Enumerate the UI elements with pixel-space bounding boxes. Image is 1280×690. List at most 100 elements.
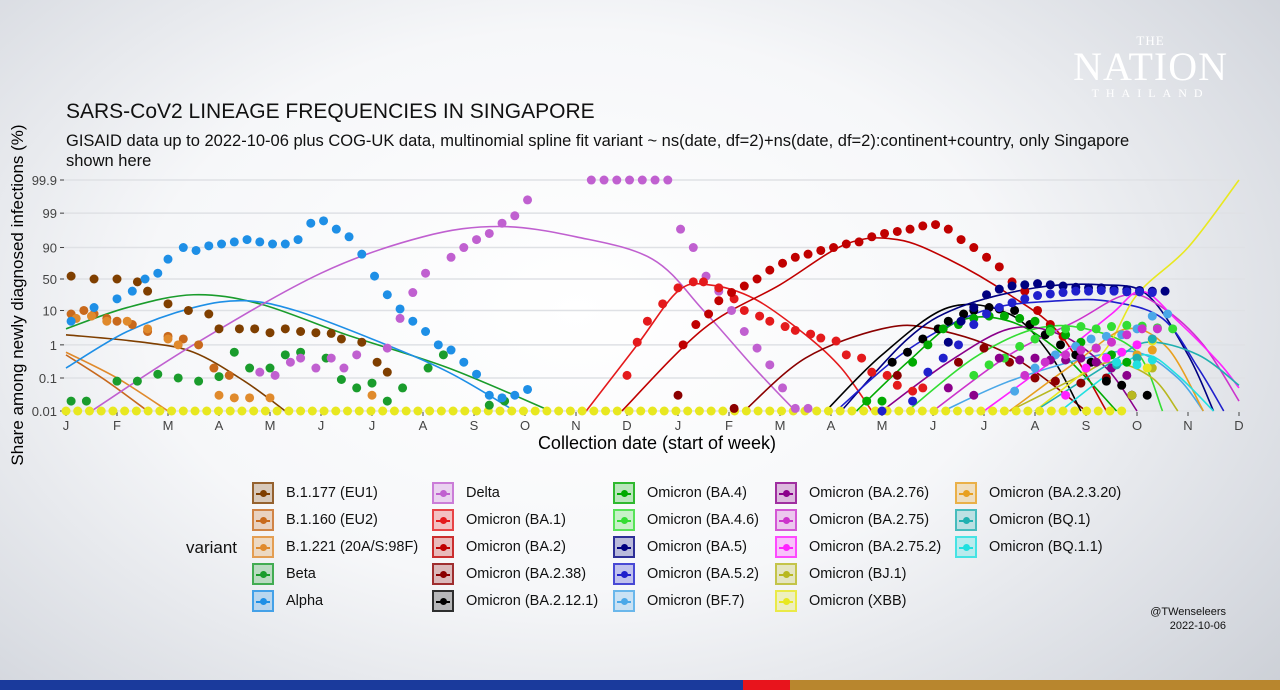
x-axis-label: Collection date (start of week) bbox=[538, 433, 776, 453]
data-point-xbb-floor bbox=[84, 406, 94, 416]
data-point-xbb-floor bbox=[589, 406, 599, 416]
data-point-beta bbox=[229, 347, 239, 357]
data-point-omicron-ba-5 bbox=[1007, 281, 1017, 291]
data-point-omicron-ba-4-6 bbox=[1030, 334, 1040, 344]
data-point-b-1-160-eu2 bbox=[224, 370, 234, 380]
x-tick-label: S bbox=[1082, 418, 1091, 433]
data-point-beta bbox=[398, 383, 408, 393]
data-point-omicron-ba-5 bbox=[1045, 280, 1055, 290]
data-point-delta bbox=[663, 175, 673, 185]
legend-item: Omicron (BA.2.75.2) bbox=[775, 536, 941, 558]
data-point-delta bbox=[676, 224, 686, 234]
data-point-omicron-ba-1 bbox=[790, 325, 800, 335]
data-point-omicron-ba-5-2 bbox=[1135, 287, 1145, 297]
legend-swatch bbox=[775, 509, 797, 531]
data-point-xbb-floor bbox=[178, 406, 188, 416]
data-point-b-1-177-eu1 bbox=[112, 274, 122, 284]
data-point-omicron-ba-2 bbox=[918, 221, 928, 231]
data-point-omicron-ba-5 bbox=[943, 337, 953, 347]
data-point-xbb-floor bbox=[319, 406, 329, 416]
data-point-omicron-ba-2-38 bbox=[892, 370, 902, 380]
data-point-alpha bbox=[178, 243, 188, 253]
y-tick-label: 0.01 bbox=[32, 404, 57, 419]
data-point-delta bbox=[497, 218, 507, 228]
data-point-omicron-ba-2-38 bbox=[673, 390, 683, 400]
data-point-xbb-floor bbox=[378, 406, 388, 416]
data-point-omicron-ba-5-2 bbox=[938, 353, 948, 363]
data-point-beta bbox=[173, 373, 183, 383]
data-point-delta bbox=[612, 175, 622, 185]
legend-label: Omicron (BA.2.75) bbox=[809, 512, 930, 528]
fit-line-omicron-ba-1 bbox=[585, 282, 873, 412]
data-point-alpha bbox=[255, 237, 265, 247]
data-point-xbb-floor bbox=[272, 406, 282, 416]
data-point-omicron-ba-4 bbox=[908, 357, 918, 367]
data-point-b-1-221-20a-s-98f bbox=[214, 390, 224, 400]
data-point-xbb-floor bbox=[518, 406, 528, 416]
legend-label: Omicron (BA.1) bbox=[466, 512, 566, 528]
data-point-beta bbox=[81, 396, 91, 406]
data-point-xbb-floor bbox=[389, 406, 399, 416]
data-point-delta bbox=[311, 363, 321, 373]
x-tick-label: J bbox=[675, 418, 682, 433]
x-tick-label: A bbox=[215, 418, 224, 433]
data-point-xbb-floor bbox=[718, 406, 728, 416]
data-point-b-1-221-20a-s-98f bbox=[245, 393, 255, 403]
data-point-b-1-177-eu1 bbox=[183, 305, 193, 315]
x-tick-label: M bbox=[265, 418, 276, 433]
data-point-alpha bbox=[357, 249, 367, 259]
data-point-omicron-ba-2 bbox=[765, 265, 775, 275]
data-point-xbb-floor bbox=[706, 406, 716, 416]
data-point-omicron-ba-2 bbox=[982, 252, 992, 262]
data-point-omicron-bf-7 bbox=[1010, 386, 1020, 396]
data-point-omicron-ba-2-38 bbox=[729, 403, 739, 413]
data-point-xbb-floor bbox=[577, 406, 587, 416]
logo-thailand: THAILAND bbox=[1091, 86, 1210, 100]
data-point-xbb-floor bbox=[237, 406, 247, 416]
logo-nation: NATION bbox=[1073, 44, 1228, 89]
legend-label: B.1.177 (EU1) bbox=[286, 485, 378, 501]
data-point-alpha bbox=[484, 390, 494, 400]
data-point-b-1-177-eu1 bbox=[89, 274, 99, 284]
legend-item: B.1.221 (20A/S:98F) bbox=[252, 536, 418, 558]
data-point-alpha bbox=[395, 304, 405, 314]
legend-label: Delta bbox=[466, 485, 500, 501]
data-point-omicron-ba-2 bbox=[854, 237, 864, 247]
x-tick-label: S bbox=[470, 418, 479, 433]
data-point-omicron-ba-2 bbox=[994, 262, 1004, 272]
data-point-xbb-floor bbox=[1046, 406, 1056, 416]
data-point-omicron-ba-2-38 bbox=[954, 357, 963, 367]
data-point-alpha bbox=[217, 239, 227, 249]
the-nation-thailand-logo: THE NATION THAILAND bbox=[1073, 34, 1228, 99]
data-point-alpha bbox=[370, 271, 380, 281]
legend-label: Alpha bbox=[286, 593, 324, 609]
data-point-omicron-ba-5-2 bbox=[1147, 288, 1157, 298]
data-point-omicron-ba-2-12-1 bbox=[943, 316, 953, 326]
legend-item: Omicron (BA.2.75) bbox=[775, 509, 929, 531]
data-point-omicron-ba-5 bbox=[1020, 280, 1030, 290]
data-point-xbb-floor bbox=[1011, 406, 1021, 416]
data-point-xbb-floor bbox=[1093, 406, 1103, 416]
data-point-xbb-floor bbox=[1058, 406, 1068, 416]
data-point-xbb-floor bbox=[425, 406, 435, 416]
data-point-omicron-bf-7 bbox=[1086, 334, 1096, 344]
data-point-omicron-ba-4 bbox=[1030, 316, 1040, 326]
x-tick-label: F bbox=[725, 418, 733, 433]
data-point-beta bbox=[280, 350, 290, 360]
data-point-xbb-floor bbox=[284, 406, 294, 416]
data-point-omicron-ba-5-2 bbox=[969, 320, 979, 330]
data-point-omicron-ba-2-75-2 bbox=[1117, 347, 1127, 357]
data-point-omicron-ba-5-2 bbox=[1045, 289, 1055, 299]
data-point-omicron-ba-2 bbox=[714, 296, 724, 306]
data-point-xbb-floor bbox=[343, 406, 353, 416]
x-tick-label: J bbox=[981, 418, 988, 433]
data-point-b-1-177-eu1 bbox=[336, 334, 346, 344]
legend-swatch bbox=[252, 509, 274, 531]
x-tick-label: J bbox=[930, 418, 937, 433]
data-point-xbb-floor bbox=[96, 406, 106, 416]
data-point-omicron-ba-2 bbox=[829, 243, 839, 253]
data-point-delta bbox=[650, 175, 660, 185]
data-point-alpha bbox=[89, 303, 99, 313]
data-point-omicron-ba-5 bbox=[1033, 279, 1043, 289]
